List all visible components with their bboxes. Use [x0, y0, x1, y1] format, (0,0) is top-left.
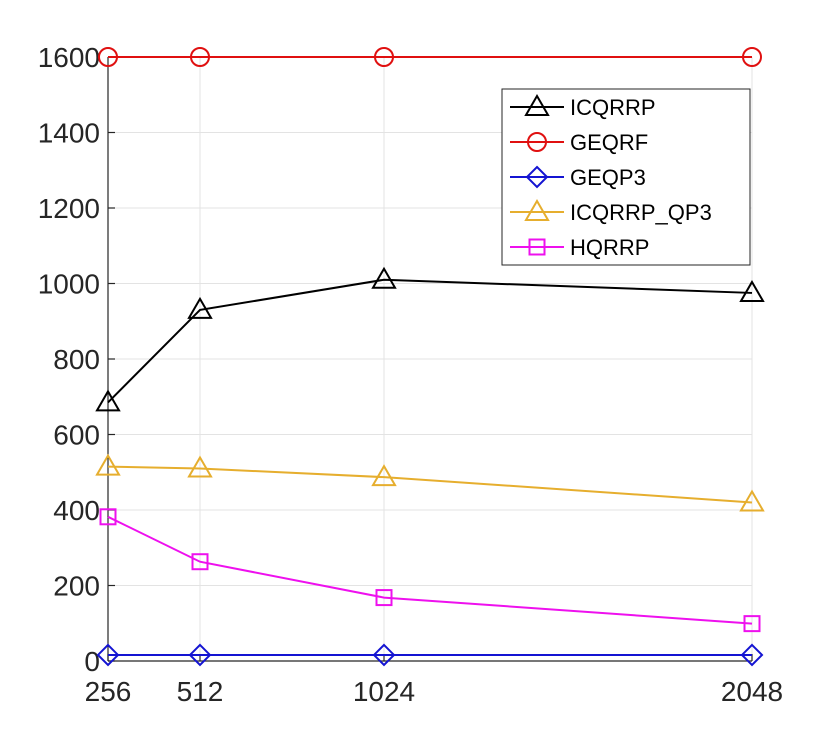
- series-geqrf: [98, 47, 762, 67]
- legend-marker-icqrrp: [524, 94, 550, 116]
- legend-label-hqrrp: HQRRP: [570, 235, 649, 260]
- series-geqp3: [96, 643, 764, 667]
- data-point-hqrrp: [743, 615, 761, 633]
- legend-label-geqp3: GEQP3: [570, 165, 646, 190]
- data-point-icqrrp: [95, 389, 121, 412]
- data-point-icqrrp-qp3: [371, 464, 397, 487]
- data-point-icqrrp: [739, 279, 765, 302]
- series-line-hqrrp: [107, 515, 753, 625]
- legend-marker-geqp3: [525, 165, 549, 189]
- y-tick-label: 1000: [38, 269, 100, 300]
- data-point-hqrrp: [375, 589, 393, 607]
- data-point-geqp3: [188, 643, 212, 667]
- data-point-geqrf: [374, 47, 394, 67]
- data-point-geqp3: [96, 643, 120, 667]
- data-point-icqrrp-qp3: [95, 453, 121, 476]
- legend-label-icqrrp: ICQRRP: [570, 95, 656, 120]
- axes: 0 200 400 600 800 1000 1200 1400 1600 256 512 1024 2…: [38, 42, 783, 707]
- y-tick-label: 400: [53, 495, 100, 526]
- series-line-icqrrp: [107, 278, 753, 404]
- legend-marker-icqrrp-qp3: [524, 199, 550, 221]
- y-tick-label: 800: [53, 344, 100, 375]
- y-tick-label: 1600: [38, 42, 100, 73]
- y-tick-label: 200: [53, 571, 100, 602]
- data-point-geqrf: [98, 47, 118, 67]
- legend-label-geqrf: GEQRF: [570, 130, 648, 155]
- x-tick-label: 1024: [353, 676, 415, 707]
- series-line-icqrrp-qp3: [107, 465, 753, 504]
- y-tick-label: 600: [53, 420, 100, 451]
- x-tick-label: 2048: [721, 676, 783, 707]
- legend-marker-hqrrp: [528, 238, 546, 256]
- series-icqrrp-qp3: [95, 453, 765, 512]
- x-tick-label: 256: [85, 676, 132, 707]
- data-point-hqrrp: [191, 553, 209, 571]
- data-point-icqrrp-qp3: [187, 455, 213, 478]
- series-icqrrp: [95, 266, 765, 412]
- y-tick-label: 1200: [38, 193, 100, 224]
- legend: ICQRRP GEQRF GEQP3 ICQRRP_QP3 HQRRP: [501, 88, 751, 266]
- x-tick-label: 512: [177, 676, 224, 707]
- series-hqrrp: [99, 508, 761, 633]
- legend-label-icqrrp-qp3: ICQRRP_QP3: [570, 200, 712, 225]
- y-tick-label: 0: [84, 646, 100, 677]
- data-point-icqrrp-qp3: [739, 489, 765, 512]
- legend-marker-geqrf: [527, 132, 547, 152]
- series-group: [95, 47, 765, 667]
- data-point-geqrf: [742, 47, 762, 67]
- data-point-geqp3: [372, 643, 396, 667]
- data-point-geqp3: [740, 643, 764, 667]
- y-tick-label: 1400: [38, 118, 100, 149]
- data-point-geqrf: [190, 47, 210, 67]
- data-point-icqrrp: [187, 296, 213, 319]
- data-point-icqrrp: [371, 266, 397, 289]
- data-point-hqrrp: [99, 508, 117, 526]
